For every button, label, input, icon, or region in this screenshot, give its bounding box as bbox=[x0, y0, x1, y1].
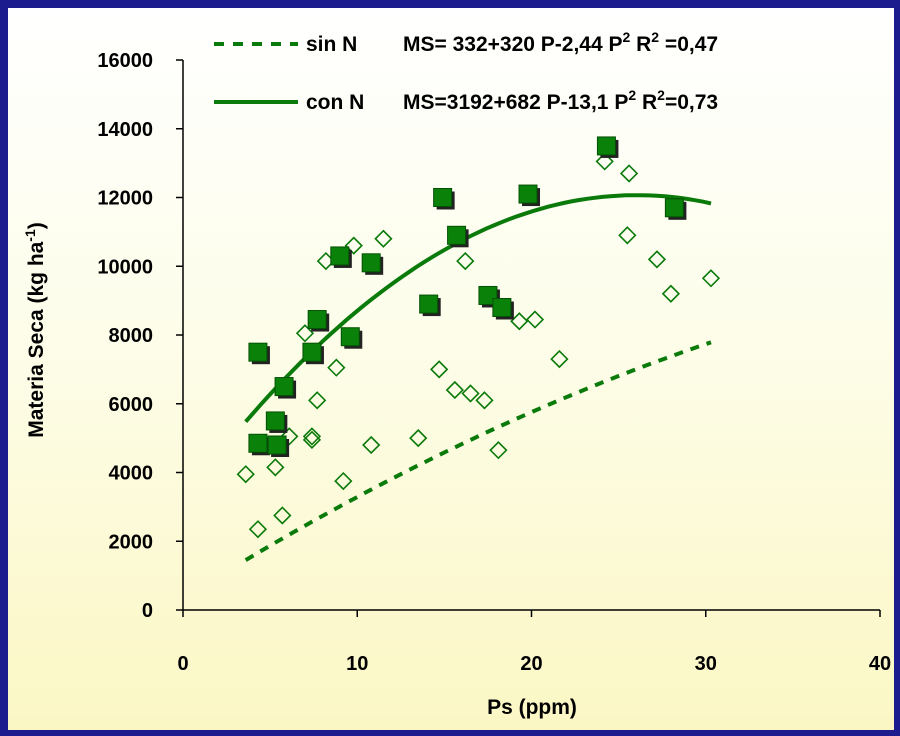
point-sin-n bbox=[374, 229, 393, 248]
point-sin-n bbox=[456, 251, 475, 271]
point-con-n bbox=[492, 298, 512, 317]
point-con-n bbox=[419, 294, 439, 314]
point-sin-n bbox=[302, 427, 322, 446]
legend-label-con-n: con N bbox=[306, 91, 364, 114]
point-con-n bbox=[447, 225, 467, 245]
point-sin-n bbox=[334, 471, 353, 491]
legend-equation-sin-n: MS= 332+320 P-2,44 P2 R2 =0,47 bbox=[403, 29, 718, 56]
point-sin-n bbox=[619, 164, 639, 183]
trend-curves bbox=[244, 193, 712, 562]
point-con-n bbox=[518, 184, 538, 204]
point-sin-n bbox=[280, 427, 299, 446]
point-sin-n bbox=[489, 441, 508, 460]
tick-labels: 0 2000 4000 6000 8000 10000 12000 14000 16000 0 10… bbox=[97, 50, 891, 675]
x-tick-label: 0 bbox=[177, 653, 188, 675]
point-con-n bbox=[596, 136, 616, 156]
y-tick-label: 8000 bbox=[109, 325, 154, 347]
point-sin-n bbox=[550, 349, 569, 369]
point-con-n bbox=[267, 435, 287, 455]
point-con-n bbox=[433, 188, 453, 207]
point-sin-n bbox=[266, 458, 285, 477]
y-tick-label: 6000 bbox=[109, 394, 154, 416]
point-sin-n bbox=[344, 236, 363, 255]
axes bbox=[176, 59, 881, 617]
y-tick-label: 0 bbox=[142, 600, 153, 622]
x-tick-label: 40 bbox=[869, 653, 891, 675]
y-axis-title: Materia Seca (kg ha-1) bbox=[22, 222, 48, 438]
point-sin-n bbox=[362, 435, 381, 455]
y-tick-label: 4000 bbox=[109, 463, 154, 485]
point-sin-n bbox=[475, 391, 494, 410]
point-sin-n bbox=[525, 310, 545, 329]
y-tick-label: 10000 bbox=[97, 256, 153, 278]
y-tick-label: 12000 bbox=[97, 188, 153, 210]
point-sin-n bbox=[409, 428, 428, 448]
x-axis-title: Ps (ppm) bbox=[487, 696, 577, 719]
point-sin-n bbox=[461, 384, 480, 403]
point-sin-n bbox=[618, 226, 637, 245]
legend-equation-con-n: MS=3192+682 P-13,1 P2 R2=0,73 bbox=[403, 87, 718, 114]
scatter-chart: 0 2000 4000 6000 8000 10000 12000 14000 16000 0 10… bbox=[22, 29, 891, 719]
y-tick-label: 2000 bbox=[109, 531, 154, 553]
x-tick-label: 10 bbox=[346, 653, 368, 675]
point-con-n bbox=[307, 310, 327, 330]
trend-line-sin-n bbox=[244, 340, 712, 562]
trend-line-con-n bbox=[244, 193, 712, 424]
point-sin-n bbox=[248, 520, 268, 539]
point-sin-n bbox=[701, 269, 721, 288]
point-sin-n bbox=[302, 430, 322, 449]
data-points bbox=[236, 136, 721, 539]
legend: sin N MS= 332+320 P-2,44 P2 R2 =0,47 con… bbox=[214, 29, 718, 114]
point-con-n bbox=[330, 246, 350, 266]
point-con-n bbox=[248, 433, 268, 453]
chart-area: 0 2000 4000 6000 8000 10000 12000 14000 16000 0 10… bbox=[8, 8, 894, 730]
point-sin-n bbox=[647, 250, 667, 269]
point-sin-n bbox=[236, 465, 255, 484]
point-con-n bbox=[340, 327, 360, 347]
point-sin-n bbox=[661, 284, 681, 303]
point-con-n bbox=[302, 342, 322, 362]
point-con-n bbox=[265, 411, 285, 431]
point-sin-n bbox=[430, 360, 449, 379]
point-sin-n bbox=[595, 152, 614, 171]
point-sin-n bbox=[327, 358, 346, 377]
point-con-n bbox=[274, 377, 294, 397]
point-sin-n bbox=[273, 506, 292, 525]
x-tick-label: 30 bbox=[695, 653, 717, 675]
point-sin-n bbox=[308, 391, 327, 410]
legend-label-sin-n: sin N bbox=[306, 33, 357, 56]
point-con-n bbox=[248, 342, 268, 362]
point-con-n bbox=[361, 253, 381, 273]
x-tick-label: 20 bbox=[520, 653, 542, 675]
y-tick-label: 16000 bbox=[97, 50, 153, 72]
y-tick-label: 14000 bbox=[97, 119, 153, 141]
point-con-n bbox=[664, 198, 684, 218]
point-sin-n bbox=[295, 324, 315, 343]
point-sin-n bbox=[445, 380, 464, 400]
point-sin-n bbox=[510, 312, 529, 331]
